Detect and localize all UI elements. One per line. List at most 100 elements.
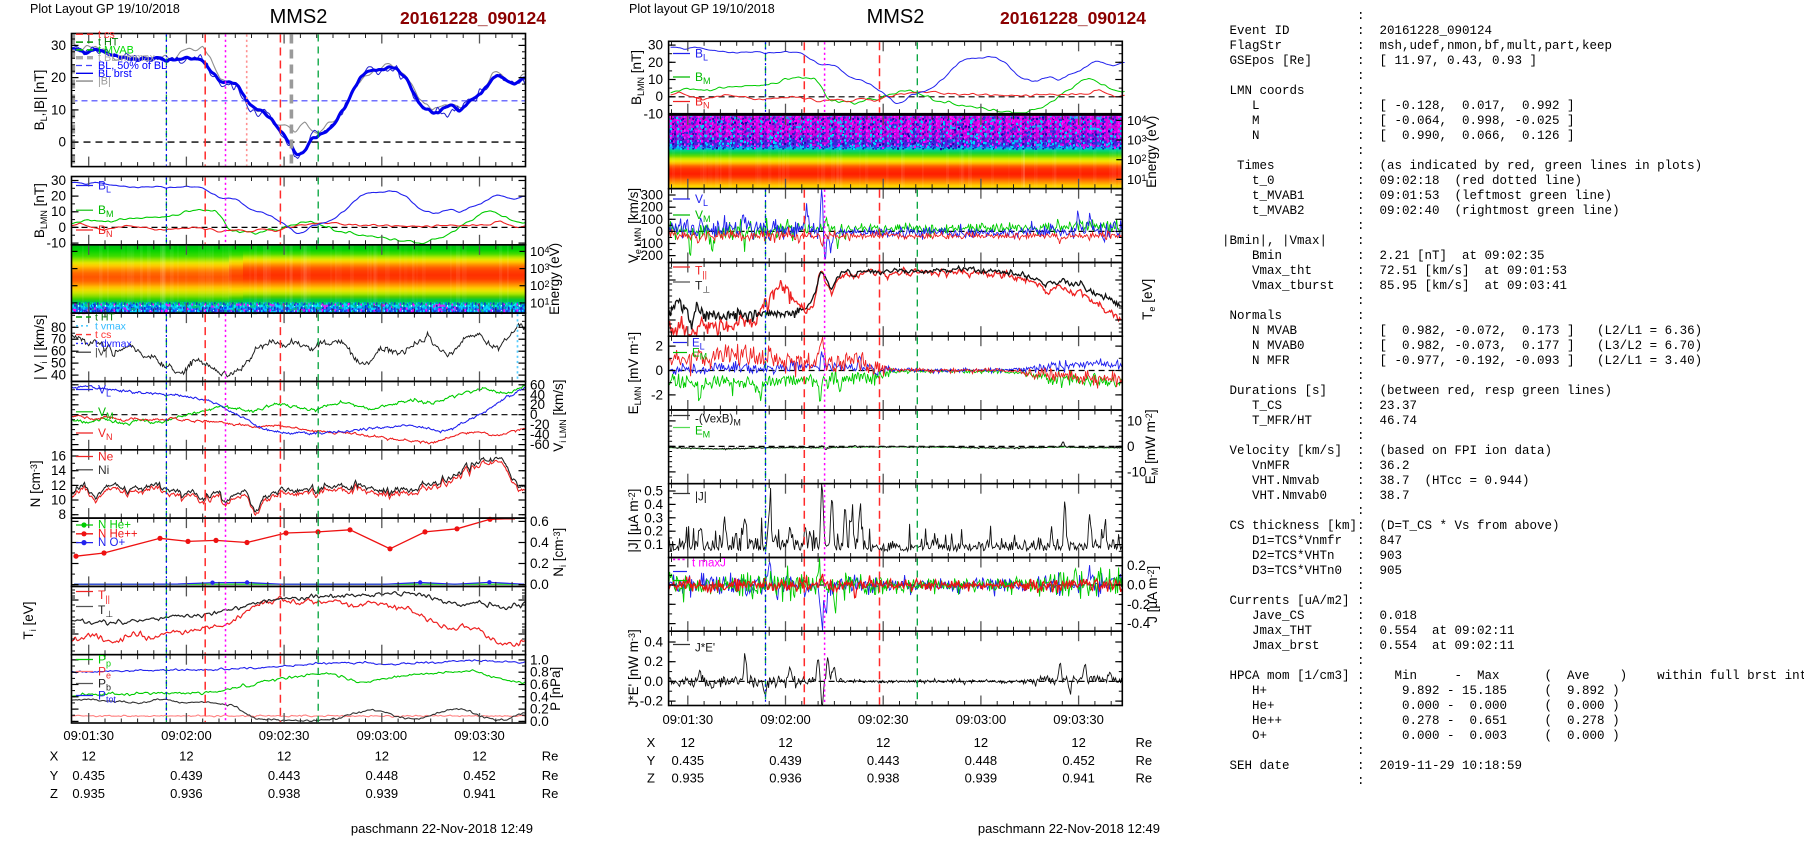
svg-text:BL, 50% of BL: BL, 50% of BL	[98, 60, 167, 72]
svg-text:0: 0	[530, 407, 538, 422]
svg-text:12: 12	[179, 748, 193, 763]
svg-text:-20: -20	[530, 417, 550, 432]
svg-text:Plot Layout GP 19/10/2018: Plot Layout GP 19/10/2018	[30, 2, 180, 16]
svg-text:0.2: 0.2	[530, 556, 549, 571]
svg-text:70: 70	[51, 332, 66, 347]
svg-text:BLMN [nT]: BLMN [nT]	[629, 50, 646, 105]
svg-text:300: 300	[640, 188, 663, 203]
svg-text:10: 10	[51, 493, 66, 508]
svg-text:t maxJ: t maxJ	[692, 558, 726, 570]
svg-text:0.452: 0.452	[463, 768, 496, 783]
svg-text:-0.4: -0.4	[1127, 616, 1151, 631]
svg-text:12: 12	[876, 735, 890, 750]
svg-text:40: 40	[51, 368, 66, 383]
svg-text:Y: Y	[647, 753, 656, 768]
svg-text:10: 10	[51, 204, 66, 219]
svg-text:0.939: 0.939	[965, 771, 998, 786]
svg-text:10: 10	[648, 72, 663, 87]
svg-text:10: 10	[51, 102, 66, 117]
svg-text:10: 10	[1127, 413, 1142, 428]
svg-text:t cs: t cs	[95, 329, 111, 341]
svg-text:t HT: t HT	[98, 37, 119, 49]
svg-text:0: 0	[655, 224, 663, 239]
svg-text:0.936: 0.936	[170, 786, 203, 801]
svg-text:09:03:30: 09:03:30	[1053, 712, 1104, 727]
svg-text:20161228_090124: 20161228_090124	[400, 8, 546, 28]
svg-text:-0.2: -0.2	[1127, 597, 1150, 612]
svg-text:-100: -100	[636, 236, 663, 251]
svg-text:12: 12	[51, 478, 66, 493]
svg-text:0.939: 0.939	[366, 786, 399, 801]
svg-text:-(VexB)M: -(VexB)M	[695, 414, 741, 428]
svg-text:100: 100	[640, 212, 663, 227]
svg-text:0.2: 0.2	[530, 702, 549, 717]
svg-text:EM [mW m-2]: EM [mW m-2]	[1143, 409, 1160, 484]
svg-text:-10: -10	[1127, 464, 1147, 479]
svg-text:09:03:30: 09:03:30	[454, 728, 505, 743]
svg-text:-10: -10	[643, 107, 663, 122]
svg-text:Te [eV]: Te [eV]	[1140, 279, 1157, 320]
svg-text:Plot layout GP 19/10/2018: Plot layout GP 19/10/2018	[629, 2, 775, 16]
svg-text:12: 12	[472, 748, 486, 763]
svg-text:Energy (eV): Energy (eV)	[547, 243, 562, 315]
svg-text:J [µA m-2]: J [µA m-2]	[1145, 566, 1160, 623]
svg-text:0.443: 0.443	[867, 753, 900, 768]
svg-text:t dvmax: t dvmax	[95, 338, 133, 350]
svg-text:J*E': J*E'	[695, 643, 715, 655]
svg-text:0.439: 0.439	[769, 753, 802, 768]
svg-text:paschmann 22-Nov-2018 12:49: paschmann 22-Nov-2018 12:49	[351, 821, 533, 836]
svg-text:Z: Z	[50, 786, 58, 801]
svg-text:-0.2: -0.2	[640, 694, 663, 709]
svg-text:Re: Re	[542, 768, 559, 783]
svg-text:0: 0	[58, 135, 66, 150]
svg-text:-60: -60	[530, 437, 550, 452]
svg-text:0.448: 0.448	[965, 753, 998, 768]
svg-text:0.938: 0.938	[867, 771, 900, 786]
svg-text:|J|: |J|	[695, 492, 707, 504]
svg-text:0.2: 0.2	[644, 524, 663, 539]
svg-text:-2: -2	[651, 387, 663, 402]
svg-text:0.448: 0.448	[366, 768, 399, 783]
svg-text:0.435: 0.435	[72, 768, 105, 783]
svg-text:12: 12	[375, 748, 389, 763]
svg-text:60: 60	[530, 377, 545, 392]
svg-text:BLMN [nT]: BLMN [nT]	[32, 183, 49, 238]
svg-text:t BLminmax: t BLminmax	[98, 52, 156, 64]
svg-text:0: 0	[655, 89, 663, 104]
svg-text:0: 0	[1127, 439, 1135, 454]
svg-text:0.8: 0.8	[530, 665, 549, 680]
svg-text:J*E' [nW m-3]: J*E' [nW m-3]	[626, 629, 641, 707]
svg-text:Re: Re	[1135, 771, 1152, 786]
svg-text:Ne: Ne	[98, 450, 114, 464]
svg-text:09:01:30: 09:01:30	[662, 712, 713, 727]
svg-text:12: 12	[1071, 735, 1085, 750]
svg-text:Re: Re	[1135, 753, 1152, 768]
svg-text:20: 20	[648, 55, 663, 70]
svg-text:1.0: 1.0	[530, 652, 549, 667]
svg-text:80: 80	[51, 320, 66, 335]
svg-text:0.941: 0.941	[1062, 771, 1095, 786]
svg-text:40: 40	[530, 387, 545, 402]
svg-text:t vmax: t vmax	[95, 320, 127, 332]
svg-text:14: 14	[51, 463, 67, 478]
svg-text:t HT: t HT	[95, 312, 115, 324]
svg-text:EM: EM	[695, 426, 710, 440]
svg-text:Ti [eV]: Ti [eV]	[21, 601, 38, 639]
svg-text:BL brst: BL brst	[98, 68, 132, 80]
svg-text:0.6: 0.6	[530, 677, 549, 692]
svg-text:09:01:30: 09:01:30	[63, 728, 114, 743]
svg-text:0.443: 0.443	[268, 768, 301, 783]
svg-text:0.936: 0.936	[769, 771, 802, 786]
svg-text:09:02:00: 09:02:00	[760, 712, 811, 727]
svg-text:09:02:00: 09:02:00	[161, 728, 212, 743]
svg-text:0.935: 0.935	[672, 771, 705, 786]
svg-text:0.4: 0.4	[530, 689, 549, 704]
svg-text:16: 16	[51, 449, 66, 464]
svg-text:0.6: 0.6	[530, 514, 549, 529]
svg-text:0.439: 0.439	[170, 768, 203, 783]
svg-text:N He+: N He+	[98, 520, 131, 532]
svg-text:0.435: 0.435	[672, 753, 705, 768]
svg-text:Ni [cm-3]: Ni [cm-3]	[551, 528, 568, 577]
svg-text:N He++: N He++	[98, 528, 138, 540]
svg-text:20161228_090124: 20161228_090124	[1000, 8, 1146, 28]
